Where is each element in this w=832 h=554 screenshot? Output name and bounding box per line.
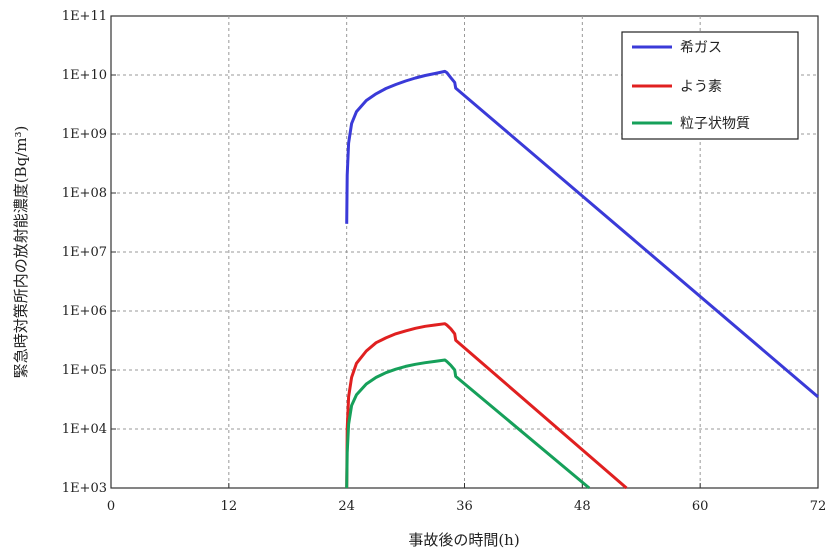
y-tick-label: 1E+11: [62, 9, 107, 24]
x-tick-label: 72: [810, 499, 827, 514]
x-axis: 0 12 24 36 48 60 72: [107, 483, 826, 514]
x-tick-label: 12: [221, 499, 238, 514]
x-tick-label: 24: [338, 499, 355, 514]
y-tick-label: 1E+05: [62, 363, 107, 378]
x-tick-label: 36: [456, 499, 473, 514]
y-tick-label: 1E+04: [62, 422, 107, 437]
legend-label-2: 粒子状物質: [680, 116, 750, 132]
x-tick-label: 60: [692, 499, 709, 514]
legend-label-0: 希ガス: [680, 40, 722, 56]
y-tick-label: 1E+06: [62, 304, 107, 319]
y-axis: 1E+03 1E+04 1E+05 1E+06 1E+07 1E+08 1E+09 1E+10…: [62, 9, 116, 496]
y-tick-label: 1E+07: [62, 245, 107, 260]
x-axis-title: 事故後の時間(h): [408, 531, 519, 549]
y-tick-label: 1E+09: [62, 127, 107, 142]
y-tick-label: 1E+03: [62, 481, 107, 496]
series-line-0: [345, 69, 819, 399]
legend: 希ガス よう素 粒子状物質: [621, 31, 799, 140]
y-axis-title: 緊急時対策所内の放射能濃度(Bq/m³): [12, 126, 30, 379]
series-lines: [345, 69, 819, 490]
y-tick-label: 1E+08: [62, 186, 107, 201]
legend-label-1: よう素: [680, 79, 722, 95]
y-tick-label: 1E+10: [62, 68, 107, 83]
series-line-1: [345, 322, 628, 490]
x-tick-label: 0: [107, 499, 115, 514]
series-line-2: [345, 358, 591, 490]
x-tick-label: 48: [574, 499, 591, 514]
